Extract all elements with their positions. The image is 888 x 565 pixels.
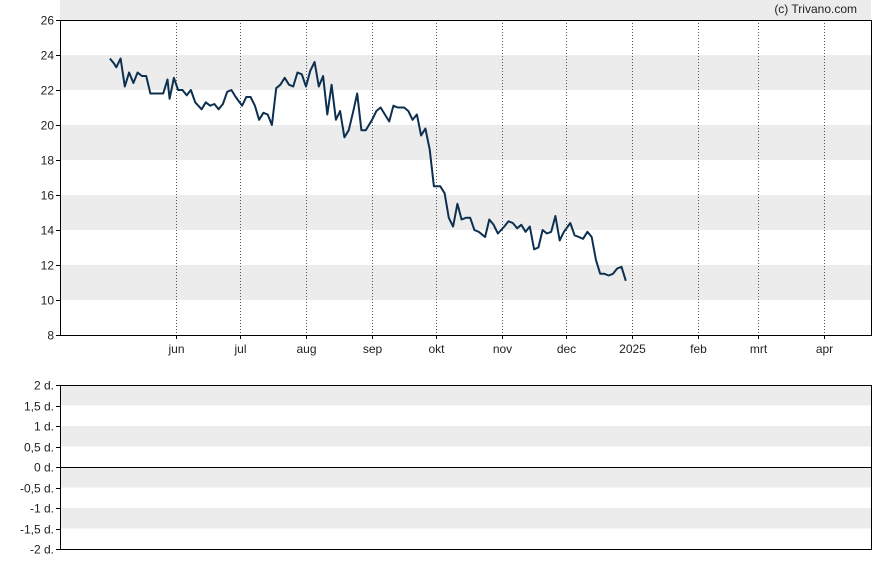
- price-chart-y-tick-label: 10: [41, 294, 55, 308]
- price-chart-y-tick-label: 18: [41, 154, 55, 168]
- price-chart-x-axis: jun jul aug sep okt nov dec 2025 feb mrt apr: [167, 335, 833, 356]
- price-chart-y-tick-label: 26: [41, 14, 55, 28]
- price-chart-frame: [60, 20, 872, 336]
- lower-chart-y-tick-label: 2 d.: [34, 379, 54, 393]
- price-chart-y-tick-label: 20: [41, 119, 55, 133]
- price-chart-x-tick-label: 2025: [619, 342, 646, 356]
- lower-chart-band: [60, 508, 871, 529]
- lower-chart-y-tick-label: -2 d.: [30, 543, 54, 557]
- lower-chart-band: [60, 426, 871, 447]
- price-chart-x-tick-label: jun: [167, 342, 184, 356]
- lower-chart-y-tick-label: 0,5 d.: [24, 441, 54, 455]
- price-chart-band: [60, 0, 871, 20]
- price-chart-x-tick-label: mrt: [750, 342, 768, 356]
- lower-chart-y-tick-label: 1,5 d.: [24, 400, 54, 414]
- price-chart-band: [60, 55, 871, 90]
- lower-chart-band: [60, 467, 871, 488]
- lower-chart-y-tick-label: -0,5 d.: [20, 482, 54, 496]
- price-chart-y-tick-label: 12: [41, 259, 55, 273]
- price-chart-y-tick-label: 24: [41, 49, 55, 63]
- price-chart-y-tick-label: 16: [41, 189, 55, 203]
- price-chart-border: [60, 20, 872, 336]
- lower-chart-y-tick-label: -1,5 d.: [20, 523, 54, 537]
- price-chart-y-tick-label: 22: [41, 84, 55, 98]
- price-chart-x-tick-label: dec: [557, 342, 576, 356]
- lower-chart-y-tick-label: -1 d.: [30, 502, 54, 516]
- price-chart-x-tick-label: nov: [493, 342, 512, 356]
- lower-chart-band: [60, 385, 871, 406]
- lower-chart-y-tick-label: 1 d.: [34, 420, 54, 434]
- lower-chart-y-axis: 2 d. 1,5 d. 1 d. 0,5 d. 0 d. -0,5 d. -1 d. -1,5…: [20, 379, 60, 557]
- price-chart-y-tick-label: 8: [47, 329, 54, 343]
- price-chart-band: [60, 195, 871, 230]
- price-chart-y-axis: 8 10 12 14 16 18 20 22 24 26: [41, 14, 60, 343]
- lower-chart-border: [60, 385, 872, 550]
- price-line: [109, 57, 627, 282]
- price-chart-bands: [60, 0, 871, 300]
- price-chart-band: [60, 125, 871, 160]
- price-chart-series: [109, 57, 627, 282]
- price-chart-y-tick-label: 14: [41, 224, 55, 238]
- price-chart-x-tick-label: feb: [690, 342, 707, 356]
- lower-chart-frame: [60, 385, 872, 550]
- price-chart-x-tick-label: sep: [363, 342, 383, 356]
- lower-chart-bands: [60, 385, 871, 529]
- price-chart-band: [60, 265, 871, 300]
- credit-label: (c) Trivano.com: [774, 2, 857, 16]
- lower-chart-y-tick-label: 0 d.: [34, 461, 54, 475]
- price-chart-x-tick-label: apr: [816, 342, 833, 356]
- price-chart-x-tick-label: okt: [428, 342, 445, 356]
- price-chart-x-tick-label: aug: [296, 342, 316, 356]
- price-chart-x-tick-label: jul: [233, 342, 246, 356]
